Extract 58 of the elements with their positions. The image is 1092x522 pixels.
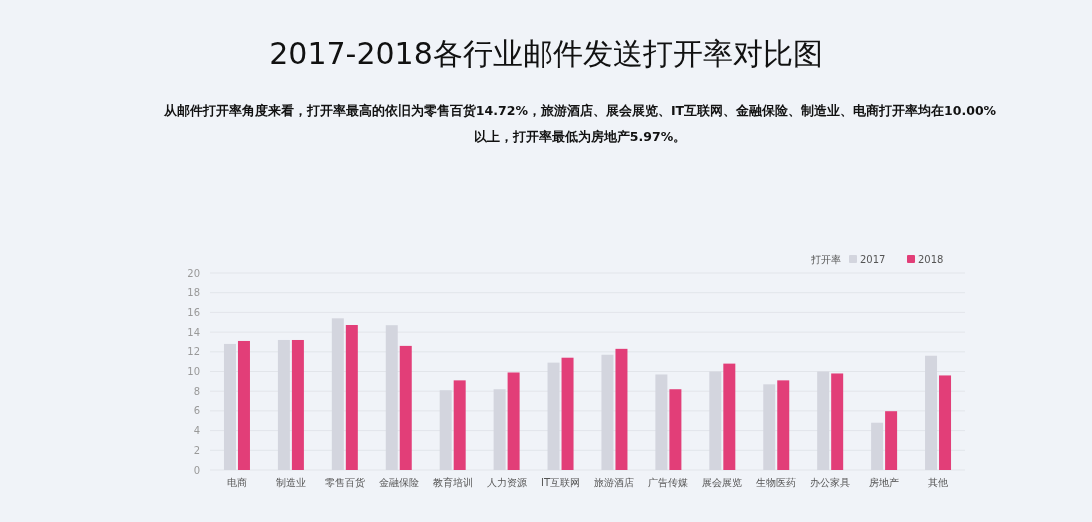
x-tick-label: 金融保险 xyxy=(378,477,419,488)
bar xyxy=(777,380,790,470)
x-tick-label: 零售百货 xyxy=(324,477,365,488)
legend-title: 打开率 xyxy=(810,253,841,265)
bar xyxy=(291,339,304,470)
x-tick-label: 教育培训 xyxy=(432,477,473,488)
y-tick-label: 4 xyxy=(193,425,200,437)
y-tick-label: 20 xyxy=(187,267,200,279)
bar xyxy=(237,340,250,470)
y-tick-label: 0 xyxy=(193,464,200,476)
bar xyxy=(669,389,682,470)
bar xyxy=(453,380,466,470)
x-tick-label: 制造业 xyxy=(275,477,306,488)
bar xyxy=(763,384,776,470)
chart-subtitle: 从邮件打开率角度来看，打开率最高的依旧为零售百货14.72%，旅游酒店、展会展览、IT互联网、金融保险、制造业、电商打开率均在10.00%以上，打开率最低为房地产5.97%。 xyxy=(162,102,998,146)
y-tick-label: 2 xyxy=(193,444,200,456)
bar xyxy=(885,411,898,470)
bar xyxy=(831,373,844,470)
bar xyxy=(709,371,722,470)
y-tick-label: 18 xyxy=(187,287,200,299)
x-tick-label: 旅游酒店 xyxy=(594,477,635,488)
x-tick-label: 生物医药 xyxy=(756,477,797,488)
y-tick-label: 12 xyxy=(187,346,200,358)
x-tick-label: 其他 xyxy=(928,477,949,488)
bar xyxy=(547,362,560,470)
bar xyxy=(331,318,344,470)
legend-label: 2018 xyxy=(918,253,944,265)
bar xyxy=(723,363,736,470)
bar xyxy=(345,325,358,470)
bar xyxy=(615,348,628,470)
bar xyxy=(817,371,830,470)
bar xyxy=(277,339,290,470)
bar xyxy=(601,354,614,470)
y-tick-label: 10 xyxy=(187,366,200,377)
x-tick-label: 展会展览 xyxy=(702,477,743,488)
bar xyxy=(871,422,884,470)
x-tick-label: 广告传媒 xyxy=(648,477,689,488)
bar xyxy=(561,357,574,470)
bar xyxy=(939,375,952,470)
x-tick-label: 房地产 xyxy=(869,477,900,488)
x-tick-label: 电商 xyxy=(226,477,247,488)
y-tick-label: 6 xyxy=(193,405,200,417)
x-tick-label: 人力资源 xyxy=(486,477,527,488)
y-tick-label: 14 xyxy=(187,326,200,338)
x-tick-label: IT互联网 xyxy=(541,477,581,488)
bar xyxy=(655,374,668,470)
legend-label: 2017 xyxy=(860,253,886,265)
bar xyxy=(507,372,520,470)
bar xyxy=(223,343,236,470)
bar xyxy=(439,390,452,470)
chart-title: 2017-2018各行业邮件发送打开率对比图 xyxy=(268,35,824,73)
y-tick-label: 16 xyxy=(187,306,200,318)
bar xyxy=(925,355,938,470)
y-tick-label: 8 xyxy=(193,385,200,397)
x-tick-label: 办公家具 xyxy=(810,477,851,488)
bar xyxy=(385,325,398,470)
bar xyxy=(399,345,412,470)
bar xyxy=(493,389,506,470)
